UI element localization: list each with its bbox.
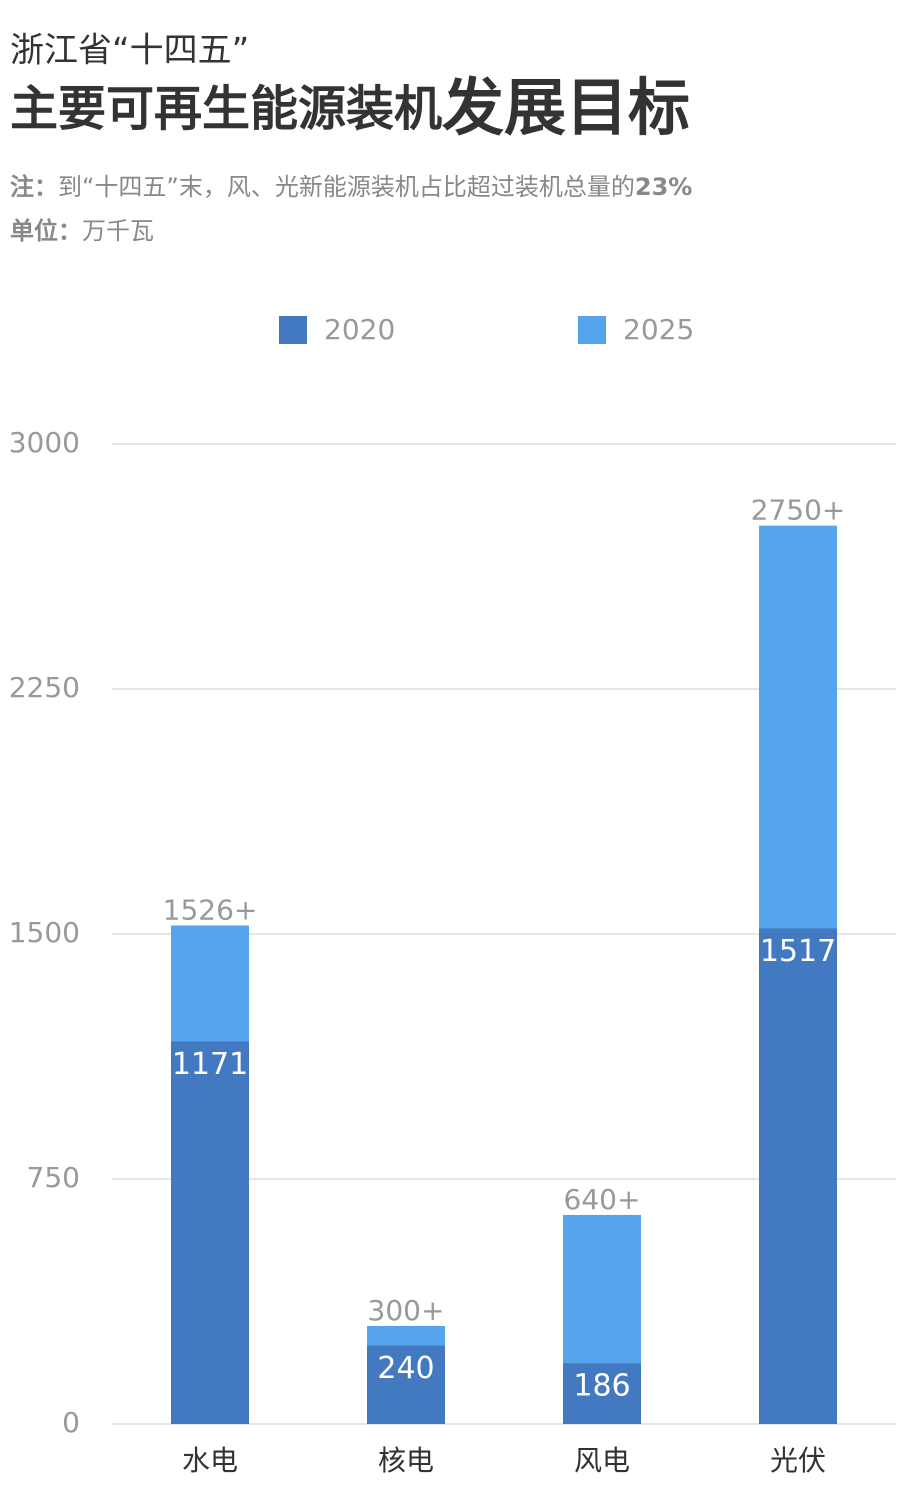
y-tick-label: 2250 xyxy=(9,671,80,704)
value-label: 240 xyxy=(377,1351,434,1386)
value-label: 640+ xyxy=(564,1183,641,1216)
value-label: 186 xyxy=(573,1369,630,1404)
legend-label: 2020 xyxy=(324,313,395,346)
title-main: 主要可再生能源装机 xyxy=(10,81,442,137)
note-text: 到“十四五”末，风、光新能源装机占比超过装机总量的 xyxy=(58,173,635,201)
title-line1: 浙江省“十四五” xyxy=(10,31,249,71)
value-label: 1517 xyxy=(760,934,836,969)
value-label: 1171 xyxy=(172,1047,248,1082)
note-label: 注： xyxy=(10,173,58,201)
x-tick-label: 风电 xyxy=(574,1444,630,1477)
y-tick-label: 750 xyxy=(27,1161,80,1194)
y-tick-label: 3000 xyxy=(9,426,80,459)
y-tick-label: 0 xyxy=(62,1406,80,1439)
x-tick-label: 核电 xyxy=(378,1444,434,1477)
y-tick-label: 1500 xyxy=(9,916,80,949)
title-emphasis: 发展目标 xyxy=(442,71,690,144)
unit: 单位：万千瓦 xyxy=(10,217,154,245)
x-tick-label: 光伏 xyxy=(770,1444,826,1477)
bar xyxy=(563,1363,641,1424)
value-label: 300+ xyxy=(368,1294,445,1327)
bar xyxy=(367,1345,445,1424)
unit-label: 单位： xyxy=(10,217,82,245)
value-label: 2750+ xyxy=(751,494,846,527)
unit-text: 万千瓦 xyxy=(82,217,154,245)
value-label: 1526+ xyxy=(163,894,258,927)
note: 注：到“十四五”末，风、光新能源装机占比超过装机总量的23% xyxy=(10,173,692,201)
bar xyxy=(171,1041,249,1424)
legend-swatch xyxy=(279,316,307,344)
note-emphasis: 23% xyxy=(635,173,692,201)
bar xyxy=(759,928,837,1424)
title: 主要可再生能源装机发展目标 xyxy=(10,71,690,144)
legend-label: 2025 xyxy=(623,313,694,346)
legend-swatch xyxy=(578,316,606,344)
x-tick-label: 水电 xyxy=(182,1444,238,1477)
